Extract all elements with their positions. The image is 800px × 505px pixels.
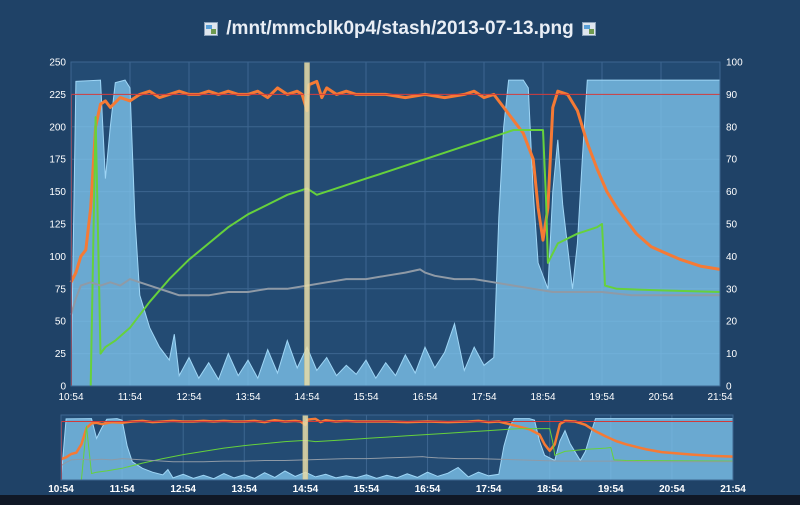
gray-line-series [70, 268, 720, 315]
x-tick-label: 12:54 [176, 392, 201, 403]
y-left-tick-label: 175 [49, 155, 66, 166]
x-tick-label: 14:54 [293, 484, 319, 495]
y-right-tick-label: 20 [726, 317, 738, 328]
chart-title-bar: /mnt/mmcblk0p4/stash/2013-07-13.png [0, 14, 800, 44]
time-marker [304, 61, 310, 387]
y-left-tick-label: 0 [60, 382, 66, 393]
x-tick-label: 19:54 [598, 484, 624, 495]
gray-line-series [60, 456, 733, 467]
overview-chart: 10:54 11:54 12:54 13:54 14:54 15:54 16:54 17:54… [48, 414, 746, 495]
orange-line-series [69, 79, 721, 283]
x-tick-label: 17:54 [471, 392, 496, 403]
bottom-strip [0, 495, 800, 505]
y-right-tick-label: 0 [726, 382, 732, 393]
time-marker [302, 414, 309, 481]
y-right-tick-label: 100 [726, 58, 743, 69]
x-tick-label: 20:54 [648, 392, 673, 403]
y-right-tick-label: 40 [726, 252, 738, 263]
x-tick-label: 13:54 [235, 392, 260, 403]
y-left-tick-label: 100 [49, 252, 66, 263]
x-tick-label: 15:54 [354, 484, 380, 495]
y-left-tick-label: 75 [55, 284, 67, 295]
y-left-tick-label: 125 [49, 220, 66, 231]
y-right-tick-label: 70 [726, 155, 738, 166]
x-tick-label: 14:54 [294, 392, 319, 403]
x-tick-label: 18:54 [530, 392, 555, 403]
x-tick-label: 21:54 [707, 392, 732, 403]
area-series [61, 418, 733, 480]
y-left-tick-label: 200 [49, 122, 66, 133]
x-tick-label: 20:54 [659, 484, 685, 495]
y-right-tick-label: 60 [726, 187, 738, 198]
x-tick-label: 18:54 [537, 484, 563, 495]
x-tick-label: 17:54 [476, 484, 502, 495]
y-right-tick-label: 80 [726, 122, 738, 133]
x-tick-label: 21:54 [720, 484, 746, 495]
image-file-icon [581, 22, 596, 36]
y-right-tick-label: 30 [726, 284, 738, 295]
green-line-series [89, 116, 721, 387]
x-tick-label: 11:54 [110, 484, 135, 495]
y-right-tick-label: 90 [726, 90, 738, 101]
x-tick-label: 12:54 [170, 484, 196, 495]
area-series [71, 80, 720, 386]
image-file-icon [204, 22, 219, 36]
y-left-tick-label: 150 [49, 187, 66, 198]
plot-border [60, 414, 734, 481]
x-tick-label: 16:54 [415, 484, 441, 495]
y-left-tick-label: 25 [55, 349, 67, 360]
x-tick-label: 16:54 [412, 392, 437, 403]
main-chart: 10:54 11:54 12:54 13:54 14:54 15:54 16:54 17:54… [49, 58, 743, 404]
x-tick-label: 10:54 [48, 484, 74, 495]
y-left-tick-label: 50 [55, 317, 67, 328]
x-tick-label: 15:54 [353, 392, 378, 403]
x-tick-label: 10:54 [58, 392, 83, 403]
chart-title: /mnt/mmcblk0p4/stash/2013-07-13.png [226, 18, 574, 39]
y-left-tick-label: 225 [49, 90, 66, 101]
plot-border [70, 61, 721, 387]
x-tick-label: 19:54 [589, 392, 614, 403]
y-right-tick-label: 10 [726, 349, 738, 360]
y-left-tick-label: 250 [49, 58, 66, 69]
y-right-tick-label: 50 [726, 220, 738, 231]
x-tick-label: 11:54 [118, 392, 143, 403]
x-tick-label: 13:54 [231, 484, 257, 495]
